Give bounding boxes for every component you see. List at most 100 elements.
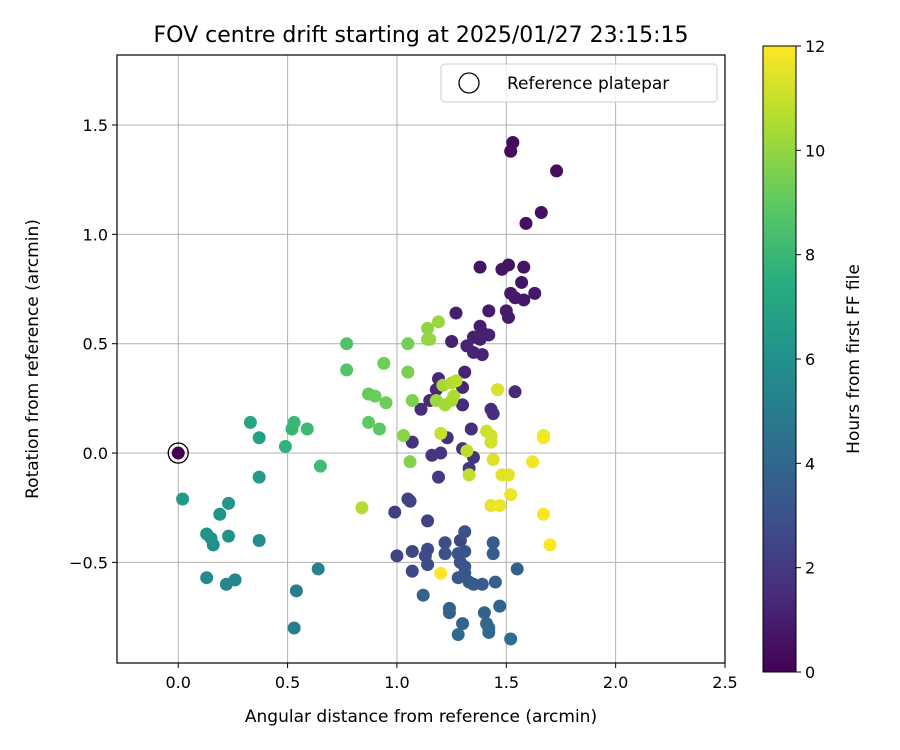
data-point — [434, 426, 448, 440]
scatter-points — [176, 135, 564, 646]
colorbar-ticks: 0 2 4 6 8 10 12 — [796, 37, 825, 682]
data-point — [458, 365, 472, 379]
x-tick-label: 0.5 — [275, 673, 300, 692]
data-point — [434, 566, 448, 580]
data-point — [340, 363, 354, 377]
x-axis-label: Angular distance from reference (arcmin) — [245, 707, 597, 727]
y-tick-label: −0.5 — [69, 553, 108, 572]
data-point — [486, 547, 500, 561]
data-point — [456, 617, 470, 631]
data-point — [405, 394, 419, 408]
data-point — [379, 396, 393, 410]
colorbar-tick-label: 12 — [805, 37, 825, 56]
data-point — [449, 374, 463, 388]
data-point — [442, 606, 456, 620]
plot-frame — [116, 54, 726, 664]
colorbar-tick-label: 6 — [805, 350, 815, 369]
grid — [117, 55, 726, 663]
data-point — [491, 383, 505, 397]
x-axis-ticks: 0.0 0.5 1.0 1.5 2.0 2.5 — [166, 663, 738, 692]
x-tick-label: 2.0 — [603, 673, 628, 692]
data-point — [486, 536, 500, 550]
data-point — [451, 628, 465, 642]
data-point — [464, 422, 478, 436]
data-point — [543, 538, 557, 552]
data-point — [388, 505, 402, 519]
data-point — [473, 260, 487, 274]
data-point — [528, 286, 542, 300]
data-point — [517, 293, 531, 307]
data-point — [486, 407, 500, 421]
colorbar-tick-label: 8 — [805, 246, 815, 265]
legend: Reference platepar — [440, 63, 718, 103]
colorbar: 0 2 4 6 8 10 12 Hours from first FF file — [762, 37, 864, 682]
data-point — [405, 564, 419, 578]
colorbar-tick-label: 4 — [805, 454, 815, 473]
data-point — [423, 332, 437, 346]
data-point — [475, 348, 489, 362]
data-point — [222, 496, 236, 510]
data-point — [368, 389, 382, 403]
x-tick-label: 2.5 — [712, 673, 737, 692]
data-point — [488, 575, 502, 589]
reference-point — [171, 446, 185, 460]
data-point — [456, 398, 470, 412]
data-point — [431, 470, 445, 484]
data-point — [550, 164, 564, 178]
data-point — [493, 499, 507, 513]
data-point — [431, 315, 445, 329]
data-point — [425, 448, 439, 462]
y-tick-label: 1.0 — [83, 225, 108, 244]
data-point — [534, 205, 548, 219]
data-point — [484, 435, 498, 449]
data-point — [438, 536, 452, 550]
data-point — [200, 571, 214, 585]
data-point — [200, 527, 214, 541]
data-point — [493, 599, 507, 613]
reference-marker — [167, 442, 189, 464]
data-point — [486, 453, 500, 467]
data-point — [458, 525, 472, 539]
data-point — [311, 562, 325, 576]
y-axis-ticks: −0.5 0.0 0.5 1.0 1.5 — [69, 116, 117, 572]
y-tick-label: 0.5 — [83, 335, 108, 354]
data-point — [176, 492, 190, 506]
data-point — [252, 534, 266, 548]
legend-label: Reference platepar — [507, 74, 669, 94]
data-point — [482, 625, 496, 639]
data-point — [414, 402, 428, 416]
data-point — [445, 335, 459, 349]
data-point — [482, 304, 496, 318]
data-point — [460, 444, 474, 458]
data-point — [438, 547, 452, 561]
colorbar-gradient — [762, 45, 797, 673]
data-point — [397, 429, 411, 443]
data-point — [252, 431, 266, 445]
data-point — [504, 144, 518, 158]
data-point — [401, 337, 415, 351]
data-point — [377, 356, 391, 370]
data-point — [515, 275, 529, 289]
data-point — [536, 431, 550, 445]
data-point — [252, 470, 266, 484]
data-point — [475, 577, 489, 591]
data-point — [390, 549, 404, 563]
reference-ring — [167, 442, 189, 464]
data-point — [313, 459, 327, 473]
data-point — [362, 415, 376, 429]
data-point — [526, 455, 540, 469]
x-tick-label: 1.5 — [494, 673, 519, 692]
data-point — [287, 621, 301, 635]
data-point — [228, 573, 242, 587]
data-point — [449, 306, 463, 320]
data-point — [510, 562, 524, 576]
legend-marker — [458, 72, 480, 94]
data-point — [278, 439, 292, 453]
y-tick-label: 0.0 — [83, 444, 108, 463]
data-point — [401, 492, 415, 506]
data-point — [504, 632, 518, 646]
colorbar-tick-label: 2 — [805, 559, 815, 578]
data-point — [501, 310, 515, 324]
colorbar-tick-label: 0 — [805, 663, 815, 682]
